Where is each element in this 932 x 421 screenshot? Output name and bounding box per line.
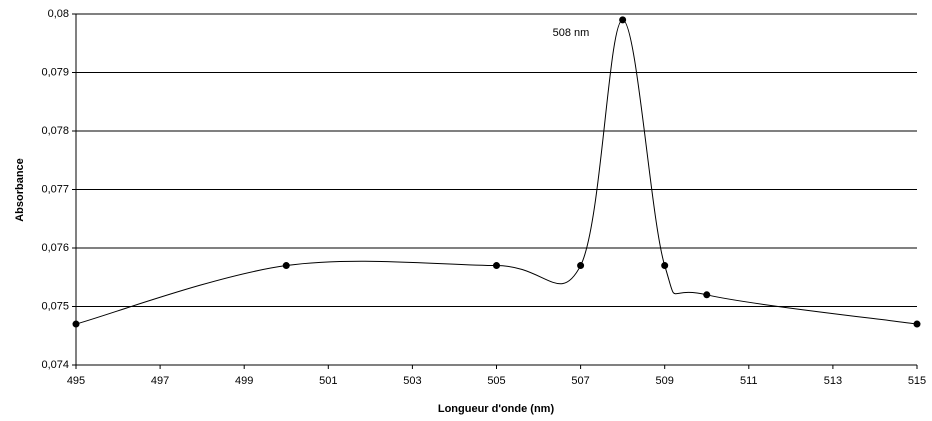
y-tick-label: 0,077 bbox=[41, 183, 69, 195]
y-tick-label: 0,078 bbox=[41, 125, 69, 137]
x-tick-label: 495 bbox=[67, 375, 85, 387]
y-axis-label: Absorbance bbox=[14, 158, 26, 222]
line bbox=[75, 19, 918, 325]
x-tick-label: 499 bbox=[235, 375, 253, 387]
point bbox=[661, 262, 669, 270]
point bbox=[619, 16, 627, 24]
x-tick-label: 497 bbox=[151, 375, 169, 387]
x-tick-label: 507 bbox=[571, 375, 589, 387]
point bbox=[493, 262, 500, 270]
x-tick-label: 511 bbox=[740, 375, 758, 387]
x-tick-label: 505 bbox=[487, 375, 505, 387]
x-tick-label: 509 bbox=[656, 375, 674, 387]
y-tick-label: 0,076 bbox=[41, 242, 69, 254]
annotation: 508 nm bbox=[553, 27, 590, 39]
point bbox=[72, 320, 80, 328]
x-tick-label: 501 bbox=[319, 375, 337, 387]
point bbox=[703, 291, 711, 299]
x-tick-label: 515 bbox=[908, 375, 926, 387]
y-tick-label: 0,079 bbox=[41, 66, 69, 78]
x-axis-label: Longueur d'onde (nm) bbox=[438, 403, 555, 415]
point bbox=[282, 262, 290, 270]
x-tick-label: 503 bbox=[403, 375, 421, 387]
point bbox=[913, 320, 921, 328]
point bbox=[577, 262, 585, 270]
y-tick-label: 0,074 bbox=[41, 359, 69, 371]
x-tick-label: 513 bbox=[824, 375, 842, 387]
y-tick-label: 0,08 bbox=[48, 8, 69, 20]
y-tick-label: 0,075 bbox=[41, 300, 69, 312]
